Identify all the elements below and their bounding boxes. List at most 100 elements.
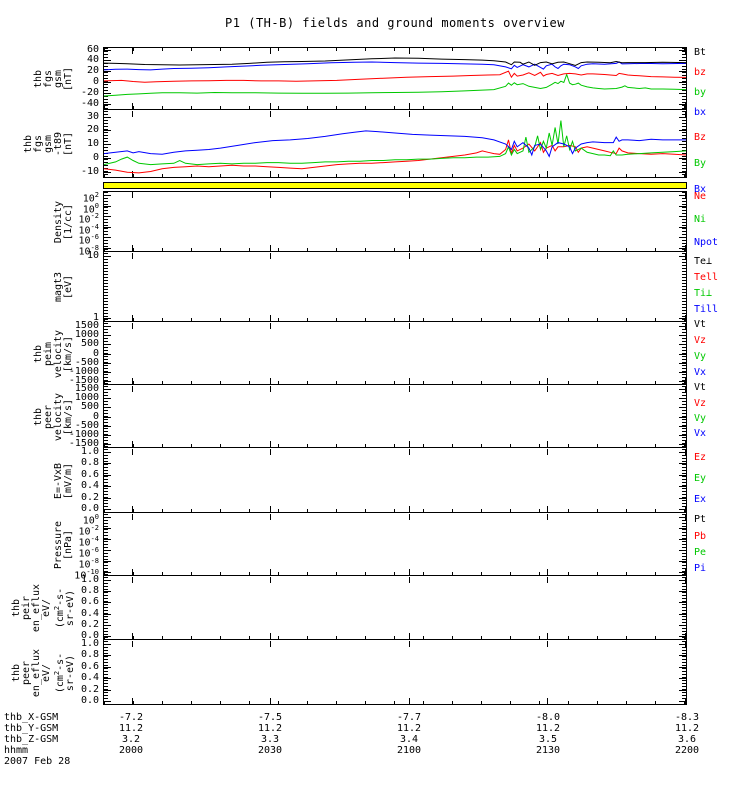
- xaxis-value-x_gsm: -7.7: [396, 712, 422, 723]
- superscript: -8: [90, 557, 99, 565]
- y-major-tick: [679, 93, 686, 94]
- trace-Bz: [104, 139, 686, 174]
- xaxis-value-y_gsm: 11.2: [118, 723, 144, 734]
- y-tick-label: -1500: [68, 438, 99, 449]
- x-major-tick: [408, 378, 410, 384]
- y-major-tick: [104, 227, 111, 228]
- x-major-tick: [131, 514, 133, 520]
- y-major-tick: [679, 498, 686, 499]
- trace-Bx: [104, 130, 686, 158]
- x-minor-ticks: [104, 48, 686, 51]
- traces-fgs_gsm_t89: [104, 120, 686, 174]
- right-label-Pi: Pi: [694, 563, 707, 574]
- x-major-tick: [408, 111, 410, 117]
- xaxis-row-label-y_gsm: thb_Y-GSM: [4, 723, 59, 734]
- x-major-tick: [131, 48, 133, 54]
- y-tick-label: 10-4: [78, 223, 99, 237]
- y-tick-label: 40: [86, 54, 99, 65]
- x-major-tick: [131, 192, 133, 198]
- x-minor-ticks: [104, 701, 686, 704]
- right-label-Vz: Vz: [694, 335, 707, 346]
- right-label-Vy: Vy: [694, 351, 707, 362]
- x-major-tick: [270, 111, 272, 117]
- y-minor-ticks-left: [104, 323, 108, 384]
- x-major-tick: [270, 633, 272, 639]
- x-major-tick: [547, 569, 549, 575]
- right-label-Ni: Ni: [694, 214, 707, 225]
- x-major-tick: [270, 506, 272, 512]
- y-tick-label: 0.8: [80, 585, 99, 596]
- y-major-tick: [679, 117, 686, 118]
- x-major-tick: [547, 698, 549, 704]
- ylabel-density: Density [1/cc]: [53, 200, 74, 243]
- y-major-tick: [104, 644, 111, 645]
- right-label-Till: Till: [694, 304, 719, 315]
- panel-density: [103, 191, 687, 252]
- y-tick-label: -40: [80, 98, 99, 109]
- y-minor-ticks-left: [104, 449, 108, 512]
- x-major-tick: [408, 48, 410, 54]
- x-major-tick: [408, 103, 410, 109]
- superscript: -4: [90, 223, 99, 231]
- superscript: -2: [90, 524, 99, 532]
- ylabel-pressure: Pressure [nPa]: [53, 520, 74, 569]
- y-tick-label: 0.8: [80, 457, 99, 468]
- x-major-tick: [408, 577, 410, 583]
- y-major-tick: [104, 667, 111, 668]
- y-major-tick: [679, 50, 686, 51]
- y-major-tick: [679, 344, 686, 345]
- x-major-tick: [270, 698, 272, 704]
- y-major-tick: [679, 71, 686, 72]
- x-major-tick: [270, 577, 272, 583]
- right-label-Vx: Vx: [694, 428, 707, 439]
- xaxis-value-z_gsm: 3.6: [677, 734, 697, 745]
- y-tick-label: 0.8: [80, 649, 99, 660]
- y-major-tick: [679, 644, 686, 645]
- y-major-tick: [104, 486, 111, 487]
- y-major-tick: [104, 602, 111, 603]
- x-major-tick: [547, 103, 549, 109]
- y-major-tick: [679, 678, 686, 679]
- y-minor-ticks-left: [104, 192, 108, 251]
- y-major-tick: [104, 417, 111, 418]
- x-major-tick: [408, 698, 410, 704]
- y-major-tick: [104, 172, 111, 173]
- y-tick-label: -20: [80, 87, 99, 98]
- xaxis-row-label-hhmm: hhmm: [4, 745, 29, 756]
- x-major-tick: [408, 569, 410, 575]
- x-major-tick: [131, 103, 133, 109]
- x-major-tick: [408, 514, 410, 520]
- y-tick-label: -500: [74, 420, 99, 431]
- x-major-tick: [131, 171, 133, 177]
- x-major-tick: [270, 378, 272, 384]
- y-major-tick: [104, 678, 111, 679]
- y-major-tick: [104, 389, 111, 390]
- xaxis-value-y_gsm: 11.2: [257, 723, 283, 734]
- y-major-tick: [679, 158, 686, 159]
- ylabel-fgs_gsm: thb fgs gsm [nT]: [33, 66, 74, 91]
- y-tick-label: 1000: [74, 392, 99, 403]
- x-major-tick: [685, 103, 686, 109]
- y-minor-ticks-right: [682, 192, 686, 251]
- y-tick-label: -10: [80, 166, 99, 177]
- superscript: 2: [52, 670, 61, 675]
- y-tick-label: 0.2: [80, 492, 99, 503]
- x-major-tick: [270, 253, 272, 259]
- y-major-tick: [104, 104, 111, 105]
- y-major-tick: [679, 550, 686, 551]
- xaxis-value-z_gsm: 3.2: [122, 734, 141, 745]
- y-minor-ticks-left: [104, 641, 108, 704]
- x-major-tick: [408, 506, 410, 512]
- y-major-tick: [679, 528, 686, 529]
- y-major-tick: [679, 517, 686, 518]
- right-label-Bx: Bx: [694, 184, 707, 195]
- y-tick-label: 1.0: [80, 638, 99, 649]
- y-minor-ticks-left: [104, 514, 108, 575]
- y-major-tick: [104, 117, 111, 118]
- y-tick-label: 0.4: [80, 672, 99, 683]
- y-major-tick: [104, 561, 111, 562]
- panel-peim_velocity: [103, 322, 687, 385]
- panel-peer_en_eflux: [103, 640, 687, 705]
- x-major-tick: [131, 506, 133, 512]
- right-label-Vt: Vt: [694, 382, 707, 393]
